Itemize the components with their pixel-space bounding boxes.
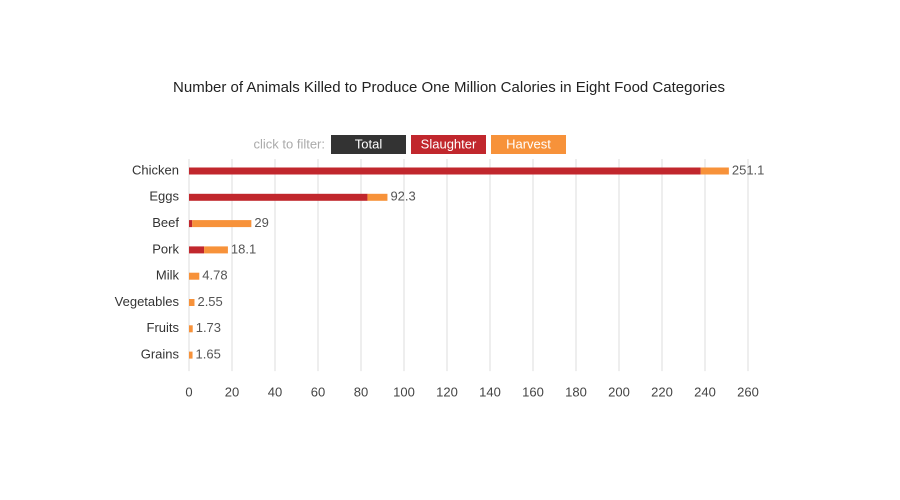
filter-button-label: Harvest xyxy=(506,136,551,151)
total-label: 1.73 xyxy=(196,320,221,335)
y-tick-label: Pork xyxy=(152,241,179,256)
bar-segment xyxy=(189,193,368,201)
y-tick-label: Chicken xyxy=(132,162,179,177)
filter-prompt: click to filter: xyxy=(253,136,325,151)
filter-button[interactable]: Slaughter xyxy=(411,135,486,154)
y-tick-label: Vegetables xyxy=(115,294,180,309)
filter-button[interactable]: Harvest xyxy=(491,135,566,154)
x-tick-label: 220 xyxy=(651,384,673,399)
bar-segment xyxy=(189,325,193,333)
total-label: 92.3 xyxy=(390,189,415,204)
x-tick-label: 0 xyxy=(185,384,192,399)
y-tick-label: Grains xyxy=(141,347,180,362)
y-tick-label: Milk xyxy=(156,268,180,283)
x-tick-label: 120 xyxy=(436,384,458,399)
filter-button-label: Slaughter xyxy=(421,136,477,151)
total-label: 18.1 xyxy=(231,241,256,256)
y-tick-label: Fruits xyxy=(147,320,180,335)
bar-segment xyxy=(189,167,701,175)
bar-segment xyxy=(189,246,205,254)
x-tick-label: 260 xyxy=(737,384,759,399)
total-label: 1.65 xyxy=(196,347,221,362)
bar-segment xyxy=(204,246,228,254)
total-label: 4.78 xyxy=(202,268,227,283)
bar-segment xyxy=(189,220,193,228)
filter-button-bg xyxy=(331,135,406,154)
x-tick-label: 240 xyxy=(694,384,716,399)
y-tick-label: Beef xyxy=(152,215,179,230)
bar-segment xyxy=(189,272,200,280)
total-label: 251.1 xyxy=(732,162,765,177)
x-tick-label: 100 xyxy=(393,384,415,399)
bar-segment xyxy=(189,351,193,359)
x-tick-label: 180 xyxy=(565,384,587,399)
x-tick-label: 160 xyxy=(522,384,544,399)
x-tick-label: 60 xyxy=(311,384,325,399)
filter-button-bg xyxy=(491,135,566,154)
bar-segment xyxy=(189,299,195,306)
total-label: 2.55 xyxy=(197,294,222,309)
x-tick-label: 200 xyxy=(608,384,630,399)
bar-segment xyxy=(700,167,729,175)
x-tick-label: 140 xyxy=(479,384,501,399)
filter-button-bg xyxy=(411,135,486,154)
total-label: 29 xyxy=(254,215,268,230)
x-tick-label: 20 xyxy=(225,384,239,399)
x-tick-label: 40 xyxy=(268,384,282,399)
filter-button-label: Total xyxy=(355,136,383,151)
y-tick-label: Eggs xyxy=(149,189,179,204)
bar-segment xyxy=(367,193,388,201)
chart-title: Number of Animals Killed to Produce One … xyxy=(173,79,725,96)
bar-segment xyxy=(192,220,252,228)
x-tick-label: 80 xyxy=(354,384,368,399)
filter-button[interactable]: Total xyxy=(331,135,406,154)
